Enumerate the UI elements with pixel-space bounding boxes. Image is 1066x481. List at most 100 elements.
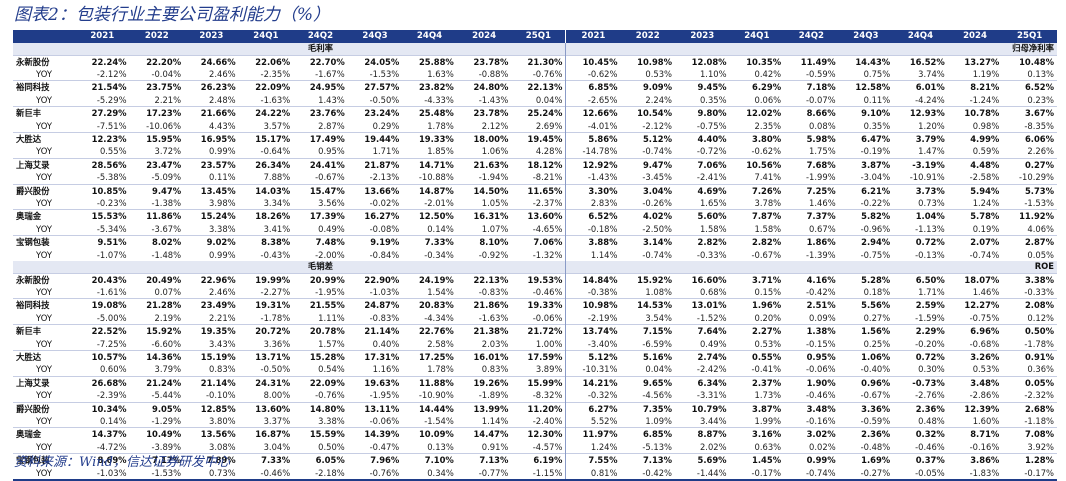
metric-value: 25.48%: [402, 106, 457, 120]
section-spacer: [75, 43, 130, 55]
yoy-value: 1.19%: [972, 68, 1000, 79]
yoy-value: -0.46%: [915, 441, 945, 452]
yoy-value: -2.32%: [1024, 390, 1054, 401]
metric-value: 21.38%: [456, 324, 512, 338]
yoy-value: -4.57%: [532, 441, 563, 452]
section-spacer: [456, 43, 512, 55]
yoy-value: 2.12%: [481, 120, 509, 131]
metric-value: 7.15%: [620, 324, 676, 338]
metric-value: 19.33%: [402, 131, 457, 146]
yoy-value: -0.88%: [478, 68, 509, 79]
metric-value: 4.99%: [947, 131, 1003, 146]
metric-value: 5.82%: [838, 209, 894, 223]
metric-value: 7.06%: [511, 235, 566, 249]
yoy-row: YOY -5.38% -5.09% 0.11% 7.88% -0.67% -2.13% -10…: [13, 171, 1057, 185]
metric-value: 6.85%: [565, 80, 621, 94]
metric-value: 6.50%: [893, 272, 948, 286]
yoy-value: 0.42%: [754, 68, 782, 79]
section-spacer: [456, 261, 512, 273]
metric-value: 0.32%: [893, 427, 948, 441]
yoy-value: 3.57%: [263, 120, 291, 131]
yoy-value: 0.40%: [372, 338, 400, 349]
metric-value: 1.06%: [838, 349, 894, 364]
yoy-label: YOY: [36, 223, 52, 234]
yoy-value: 3.38%: [318, 415, 345, 426]
yoy-value: 0.35%: [699, 94, 727, 105]
metric-value: 28.56%: [75, 157, 130, 172]
company-row: 裕同科技 19.08% 21.28% 23.49% 19.31% 21.55% 24.87%…: [13, 298, 1057, 312]
metric-value: 6.52%: [565, 209, 621, 223]
yoy-value: 0.49%: [318, 223, 345, 234]
metric-value: 2.74%: [675, 349, 730, 364]
metric-value: 3.02%: [784, 427, 839, 441]
metric-value: 22.13%: [511, 80, 566, 94]
yoy-value: -1.18%: [1024, 415, 1054, 426]
yoy-value: 3.04%: [263, 441, 291, 452]
company-row: 新巨丰 27.29% 17.23% 21.66% 24.22% 23.76% 23.24% 2…: [13, 106, 1057, 120]
yoy-label: YOY: [36, 197, 52, 208]
metric-value: 15.19%: [184, 349, 239, 364]
yoy-value: -0.13%: [915, 249, 945, 260]
metric-value: 7.17%: [129, 453, 185, 467]
metric-value: -3.19%: [893, 157, 948, 172]
yoy-label: YOY: [36, 120, 52, 131]
yoy-value: 1.00%: [535, 338, 563, 349]
yoy-value: -2.12%: [642, 120, 673, 131]
yoy-value: 1.54%: [427, 286, 454, 297]
yoy-label: YOY: [36, 441, 52, 452]
yoy-value: 3.08%: [209, 441, 236, 452]
column-header-24Q4: 24Q4: [402, 30, 457, 43]
yoy-value: 0.91%: [481, 441, 509, 452]
yoy-value: 0.11%: [209, 172, 236, 183]
metric-value: 5.94%: [947, 183, 1003, 197]
metric-value: 19.63%: [347, 375, 403, 390]
yoy-value: 0.13%: [427, 441, 454, 452]
section-spacer: [129, 43, 185, 55]
metric-value: 14.43%: [838, 54, 894, 68]
metric-value: 6.47%: [838, 131, 894, 146]
yoy-value: -1.78%: [260, 312, 291, 323]
yoy-value: -0.67%: [751, 249, 782, 260]
yoy-value: -5.34%: [96, 223, 127, 234]
column-header-24Q3: 24Q3: [347, 30, 403, 43]
metric-value: 19.53%: [511, 272, 566, 286]
yoy-value: 1.78%: [427, 120, 454, 131]
yoy-value: -2.13%: [369, 172, 400, 183]
yoy-row: YOY 0.55% 3.72% 0.99% -0.64% 0.95% 1.71% 1.85% 1…: [13, 145, 1057, 159]
metric-value: 5.28%: [838, 272, 894, 286]
yoy-value: -0.16%: [806, 415, 836, 426]
metric-value: 0.27%: [1002, 157, 1057, 172]
yoy-label: YOY: [36, 312, 52, 323]
metric-value: 13.99%: [456, 401, 512, 415]
metric-value: 24.19%: [402, 272, 457, 286]
section-spacer: [511, 43, 566, 55]
metric-value: 7.35%: [620, 401, 676, 415]
yoy-value: -5.09%: [151, 172, 182, 183]
yoy-value: -0.16%: [969, 441, 1000, 452]
yoy-value: 4.28%: [535, 146, 563, 157]
metric-value: 23.76%: [293, 106, 348, 120]
metric-value: 22.13%: [456, 272, 512, 286]
yoy-value: 3.89%: [535, 364, 563, 375]
metric-value: 5.86%: [565, 131, 621, 146]
yoy-value: 3.41%: [263, 223, 291, 234]
metric-value: 27.29%: [75, 106, 130, 120]
yoy-value: 0.54%: [318, 364, 345, 375]
metric-value: 22.09%: [293, 375, 348, 390]
yoy-value: -3.45%: [642, 172, 673, 183]
yoy-value: 1.10%: [699, 68, 727, 79]
metric-value: 12.92%: [565, 157, 621, 172]
yoy-value: -8.21%: [532, 172, 563, 183]
company-row: 大胜达 10.57% 14.36% 15.19% 13.71% 15.28% 17.31% 1…: [13, 349, 1057, 364]
yoy-value: 0.11%: [863, 94, 891, 105]
yoy-label: YOY: [36, 364, 52, 375]
metric-value: 20.99%: [293, 272, 348, 286]
yoy-value: 0.30%: [918, 364, 945, 375]
metric-value: 7.96%: [347, 453, 403, 467]
section-label-left: 毛销差: [293, 261, 348, 273]
yoy-value: -7.51%: [96, 120, 127, 131]
metric-value: 1.28%: [1002, 453, 1057, 467]
metric-value: 22.20%: [129, 54, 185, 68]
metric-value: 21.14%: [184, 375, 239, 390]
yoy-value: -0.75%: [696, 120, 727, 131]
